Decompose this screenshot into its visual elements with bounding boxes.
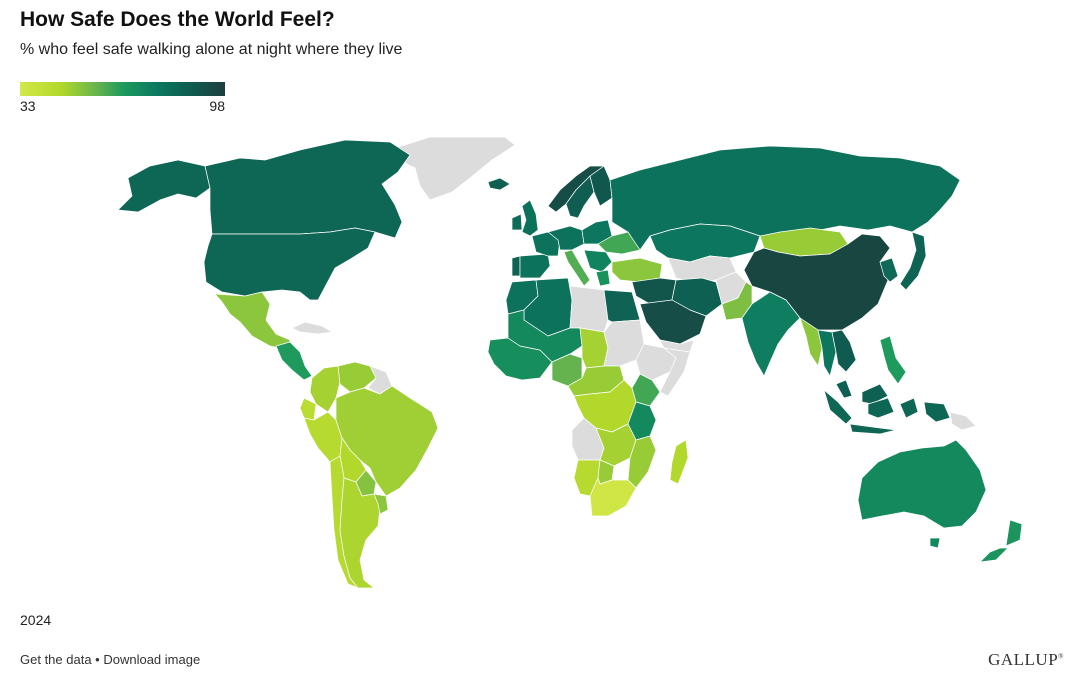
country-japan[interactable] bbox=[899, 231, 927, 291]
country-spain[interactable] bbox=[519, 253, 551, 279]
country-indonesia[interactable] bbox=[823, 389, 951, 435]
country-alaska[interactable] bbox=[117, 159, 211, 213]
country-united-states[interactable] bbox=[203, 227, 376, 301]
country-vietnam[interactable] bbox=[831, 329, 857, 373]
year-label: 2024 bbox=[20, 612, 52, 628]
country-pakistan[interactable] bbox=[721, 281, 753, 321]
chart-title: How Safe Does the World Feel? bbox=[20, 8, 335, 31]
country-portugal[interactable] bbox=[511, 255, 521, 277]
gallup-logo: GALLUP® bbox=[988, 650, 1064, 669]
country-argentina[interactable] bbox=[339, 477, 381, 589]
country-mozambique[interactable] bbox=[627, 435, 657, 489]
country-australia[interactable] bbox=[929, 537, 941, 549]
country-uk[interactable] bbox=[521, 199, 539, 237]
country-ecuador[interactable] bbox=[299, 397, 317, 421]
chart-subtitle: % who feel safe walking alone at night w… bbox=[20, 41, 403, 58]
country-india[interactable] bbox=[741, 291, 801, 377]
legend-max-label: 98 bbox=[209, 98, 225, 114]
country-saudi-arabia[interactable] bbox=[639, 299, 707, 345]
legend-gradient-bar bbox=[20, 82, 225, 96]
country-png[interactable] bbox=[949, 411, 977, 431]
country-new-zealand[interactable] bbox=[979, 519, 1023, 563]
country-cuba[interactable] bbox=[291, 321, 333, 335]
country-greenland[interactable] bbox=[394, 136, 516, 201]
country-iceland[interactable] bbox=[487, 177, 511, 191]
country-madagascar[interactable] bbox=[669, 439, 689, 485]
country-greece[interactable] bbox=[595, 269, 611, 287]
country-russia[interactable] bbox=[609, 145, 961, 251]
country-malaysia[interactable] bbox=[835, 379, 889, 405]
get-data-link[interactable]: Get the data bbox=[20, 652, 92, 667]
country-somalia[interactable] bbox=[659, 347, 691, 397]
country-turkey[interactable] bbox=[611, 257, 663, 283]
legend-min-label: 33 bbox=[20, 98, 36, 114]
footer-links: Get the data • Download image bbox=[20, 652, 200, 667]
country-australia[interactable] bbox=[857, 439, 987, 529]
country-uruguay[interactable] bbox=[373, 493, 389, 515]
footer-separator: • bbox=[91, 652, 104, 667]
country-philippines[interactable] bbox=[879, 335, 907, 385]
country-central-america[interactable] bbox=[275, 341, 313, 381]
country-libya[interactable] bbox=[569, 285, 609, 333]
country-sweden[interactable] bbox=[565, 175, 595, 219]
color-legend: 33 98 bbox=[20, 82, 225, 114]
country-kazakhstan[interactable] bbox=[649, 223, 761, 263]
country-germany[interactable] bbox=[547, 225, 585, 251]
download-image-link[interactable]: Download image bbox=[103, 652, 201, 667]
country-italy[interactable] bbox=[563, 249, 591, 287]
country-ireland[interactable] bbox=[511, 213, 523, 231]
country-korea[interactable] bbox=[879, 257, 899, 283]
country-egypt[interactable] bbox=[603, 289, 641, 323]
country-venezuela[interactable] bbox=[337, 361, 377, 393]
country-chad[interactable] bbox=[579, 327, 609, 369]
country-mexico[interactable] bbox=[214, 291, 291, 351]
country-canada[interactable] bbox=[204, 139, 411, 239]
country-south-africa[interactable] bbox=[589, 477, 637, 517]
world-map bbox=[117, 136, 1023, 589]
country-kenya[interactable] bbox=[631, 373, 661, 407]
country-balkans[interactable] bbox=[583, 249, 613, 273]
